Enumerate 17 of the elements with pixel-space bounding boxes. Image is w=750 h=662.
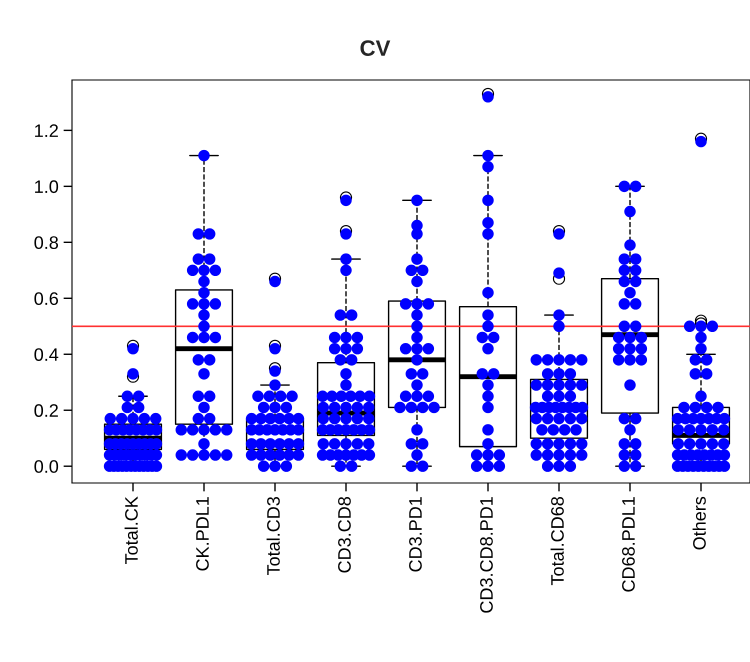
chart-title: CV <box>360 40 390 56</box>
y-tick-label: 1.0 <box>35 180 58 194</box>
y-tick-label: 0.8 <box>34 236 58 250</box>
x-tick-label: CD68.PDL1 <box>622 497 635 592</box>
x-tick-label: Total.CD3 <box>266 496 280 576</box>
y-tick-label: 0.4 <box>34 348 58 361</box>
y-tick-label: 0.0 <box>34 460 58 473</box>
y-tick-label: 0.6 <box>34 292 58 306</box>
x-tick-label: Total.CD68 <box>550 496 564 586</box>
x-tick-label: CK.PDL1 <box>196 497 209 571</box>
y-tick-label: 0.2 <box>34 404 58 417</box>
x-tick-label: Total.CK <box>124 496 138 564</box>
y-tick-label: 1.2 <box>35 124 58 137</box>
x-tick-label: CD3.CD8 <box>338 496 351 573</box>
x-tick-label: CD3.PD1 <box>409 497 422 572</box>
x-tick-label: CD3.CD8.PD1 <box>480 497 493 613</box>
x-tick-label: Others <box>692 496 706 550</box>
